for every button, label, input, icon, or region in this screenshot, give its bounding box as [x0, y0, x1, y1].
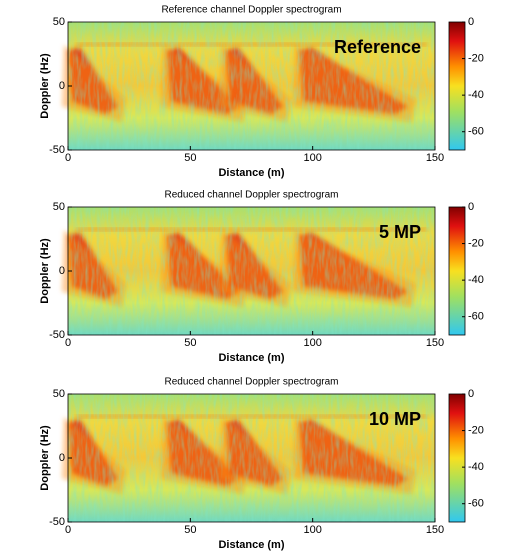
y-tick-label: 50 — [53, 201, 65, 213]
colorbar-tick-label: -60 — [468, 311, 484, 323]
colorbar-tick-label: 0 — [468, 16, 474, 28]
colorbar-tick-label: -40 — [468, 89, 484, 101]
x-tick-label: 0 — [65, 152, 71, 164]
annotation: 5 MP — [379, 222, 421, 242]
y-axis-label: Doppler (Hz) — [39, 53, 51, 119]
x-tick-label: 50 — [184, 337, 196, 349]
colorbar — [448, 206, 466, 336]
y-tick-label: -50 — [49, 516, 65, 528]
x-tick-label: 50 — [184, 524, 196, 536]
chart-title: Reduced channel Doppler spectrogram — [165, 190, 339, 201]
colorbar — [448, 393, 466, 523]
colorbar-tick-label: 0 — [468, 201, 474, 213]
x-tick-label: 50 — [184, 152, 196, 164]
chart-title: Reduced channel Doppler spectrogram — [165, 377, 339, 388]
y-tick-label: 0 — [59, 265, 65, 277]
colorbar-tick-label: -20 — [468, 52, 484, 64]
x-tick-label: 100 — [303, 337, 321, 349]
spectrogram-texture — [68, 22, 435, 150]
annotation: Reference — [334, 37, 421, 57]
y-tick-label: -50 — [49, 329, 65, 341]
x-tick-label: 0 — [65, 524, 71, 536]
y-tick-label: 50 — [53, 16, 65, 28]
x-tick-label: 150 — [426, 337, 444, 349]
y-tick-label: 50 — [53, 388, 65, 400]
spectrogram-texture — [68, 394, 435, 522]
y-tick-label: 0 — [59, 80, 65, 92]
x-axis-label: Distance (m) — [218, 539, 284, 551]
x-tick-label: 100 — [303, 152, 321, 164]
chart-title: Reference channel Doppler spectrogram — [161, 5, 341, 16]
x-axis-label: Distance (m) — [218, 352, 284, 364]
spectrogram-texture — [68, 207, 435, 335]
y-axis-label: Doppler (Hz) — [39, 238, 51, 304]
x-tick-label: 150 — [426, 524, 444, 536]
colorbar-tick-label: -40 — [468, 461, 484, 473]
colorbar — [448, 21, 466, 151]
x-tick-label: 100 — [303, 524, 321, 536]
annotation: 10 MP — [369, 409, 421, 429]
x-tick-label: 150 — [426, 152, 444, 164]
colorbar-tick-label: -20 — [468, 424, 484, 436]
y-tick-label: -50 — [49, 144, 65, 156]
colorbar-tick-label: -20 — [468, 237, 484, 249]
colorbar-tick-label: -60 — [468, 126, 484, 138]
colorbar-tick-label: 0 — [468, 388, 474, 400]
colorbar-tick-label: -40 — [468, 274, 484, 286]
x-tick-label: 0 — [65, 337, 71, 349]
y-tick-label: 0 — [59, 452, 65, 464]
y-axis-label: Doppler (Hz) — [39, 425, 51, 491]
x-axis-label: Distance (m) — [218, 167, 284, 179]
colorbar-tick-label: -60 — [468, 498, 484, 510]
